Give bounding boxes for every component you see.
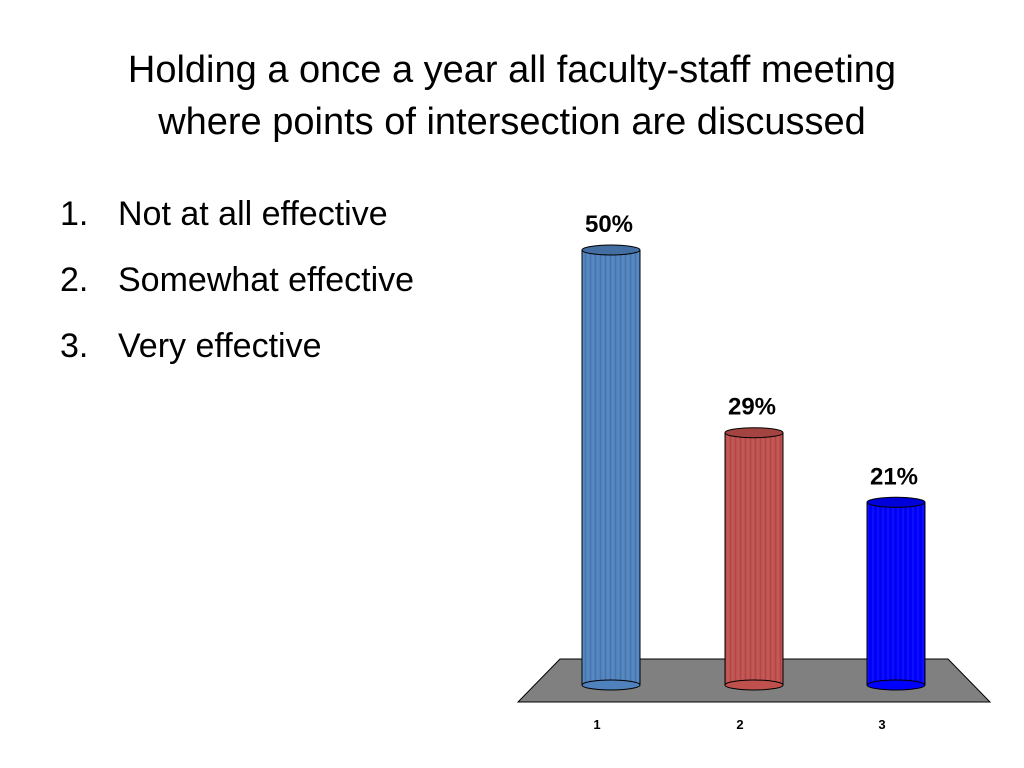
x-tick-label: 1 (593, 717, 600, 732)
x-tick-label: 2 (736, 717, 743, 732)
bar-1 (581, 244, 641, 691)
bar-top-cap (866, 496, 926, 508)
answer-option-label: Somewhat effective (118, 261, 415, 299)
chart-data-labels: 50% 29% 21% (585, 211, 918, 490)
bar-texture (725, 432, 783, 685)
slide-title: Holding a once a year all faculty-staff … (40, 44, 984, 148)
answer-option-1: 1. Not at all effective (60, 190, 520, 256)
answer-option-label: Not at all effective (118, 195, 388, 233)
data-label: 21% (870, 463, 918, 490)
data-label: 50% (585, 211, 633, 238)
bar-top-cap (581, 244, 641, 256)
answer-option-label: Very effective (118, 327, 322, 365)
bar-2 (724, 427, 784, 691)
bar-bottom-cap (724, 679, 784, 691)
answer-option-number: 3. (60, 327, 89, 365)
answer-option-number: 1. (60, 195, 89, 233)
slide-title-line-1: Holding a once a year all faculty-staff … (127, 49, 897, 91)
answer-option-number: 2. (60, 261, 89, 299)
chart-bars (581, 244, 926, 691)
chart-x-ticks: 1 2 3 (593, 717, 885, 732)
bar-top-cap (724, 427, 784, 439)
bar-texture (867, 502, 925, 685)
answer-option-3: 3. Very effective (60, 322, 520, 388)
bar-bottom-cap (866, 679, 926, 691)
answer-option-2: 2. Somewhat effective (60, 256, 520, 322)
x-tick-label: 3 (878, 717, 885, 732)
bar-3 (866, 496, 926, 691)
data-label: 29% (728, 394, 776, 421)
bar-bottom-cap (581, 679, 641, 691)
bar-texture (582, 250, 640, 685)
answer-options-list: 1. Not at all effective 2. Somewhat effe… (60, 190, 520, 388)
slide-title-line-2: where points of intersection are discuss… (158, 101, 866, 143)
